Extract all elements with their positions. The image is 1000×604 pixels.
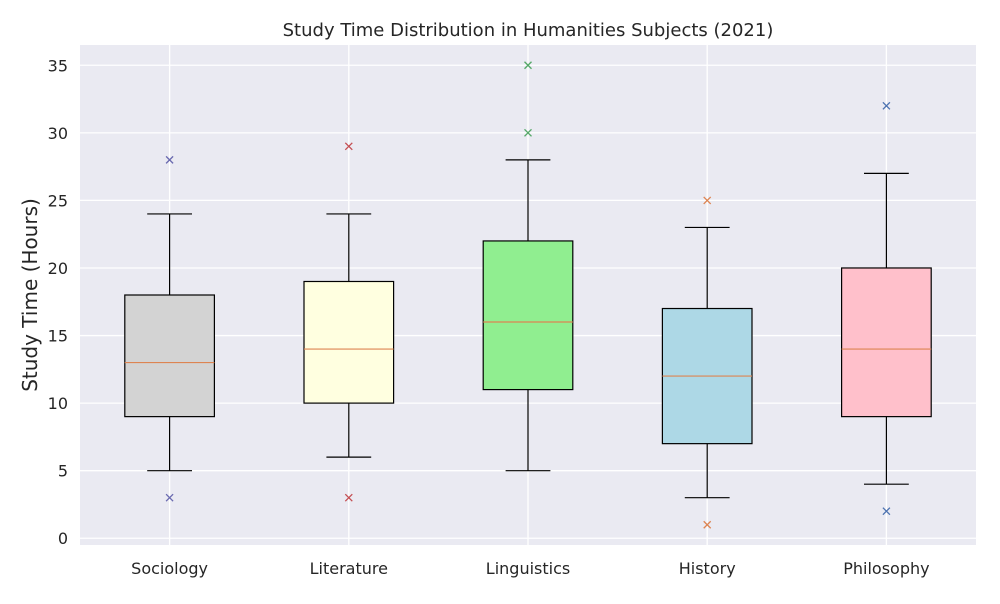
outlier-stroke [882,101,891,110]
y-tick-label: 35 [48,56,68,75]
y-tick-label: 5 [58,462,68,481]
x-tick-label: Philosophy [843,559,929,578]
box-philosophy [840,101,932,516]
iqr-box [124,294,216,418]
x-tick-labels: Sociology Literature Linguistics History Phi… [131,559,929,578]
outlier-point [165,493,174,502]
iqr-box [303,280,395,404]
outlier-point [344,493,353,502]
box-linguistics [482,61,574,472]
outlier-point [165,155,174,164]
boxes [124,61,932,529]
outlier-stroke [165,155,174,164]
outlier-stroke [524,128,532,137]
outlier-point [344,142,353,151]
x-tick-label: Sociology [131,559,208,578]
y-tick-labels: 0 5 10 15 20 25 30 35 [48,56,68,548]
iqr-box [482,240,574,391]
outlier-stroke [703,196,712,205]
y-tick-label: 10 [48,394,68,413]
y-tick-label: 15 [48,327,68,346]
y-axis-label: Study Time (Hours) [18,198,42,392]
x-tick-label: History [679,559,736,578]
outlier-stroke [165,493,174,502]
y-tick-label: 0 [58,529,68,548]
outlier-stroke [882,507,891,516]
outlier-point [524,61,532,70]
outlier-stroke [524,61,532,70]
chart-title: Study Time Distribution in Humanities Su… [283,20,774,41]
outlier-point [882,507,891,516]
outlier-point [703,520,712,529]
outlier-point [882,101,891,110]
y-tick-label: 25 [48,191,68,210]
outlier-stroke [703,520,712,529]
y-tick-label: 20 [48,259,68,278]
box-literature [303,142,395,502]
box-sociology [124,155,216,502]
outlier-point [703,196,712,205]
outlier-stroke [344,493,353,502]
iqr-box [840,267,932,418]
x-tick-label: Linguistics [486,559,570,578]
outlier-stroke [344,142,353,151]
box-history [661,196,753,529]
y-tick-label: 30 [48,124,68,143]
outlier-point [524,128,532,137]
x-tick-label: Literature [310,559,388,578]
